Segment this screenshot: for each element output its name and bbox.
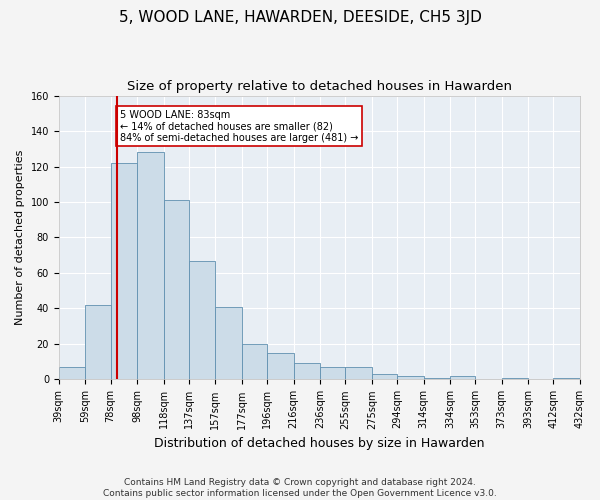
Bar [59, 367, 85, 380]
Bar [189, 260, 215, 380]
Bar [293, 364, 320, 380]
Text: 5, WOOD LANE, HAWARDEN, DEESIDE, CH5 3JD: 5, WOOD LANE, HAWARDEN, DEESIDE, CH5 3JD [119, 10, 481, 25]
Title: Size of property relative to detached houses in Hawarden: Size of property relative to detached ho… [127, 80, 512, 93]
Bar [345, 367, 372, 380]
Bar [164, 200, 189, 380]
Bar [137, 152, 164, 380]
Bar [372, 374, 397, 380]
Bar [502, 378, 528, 380]
Bar [215, 306, 242, 380]
Bar [267, 353, 293, 380]
Y-axis label: Number of detached properties: Number of detached properties [15, 150, 25, 325]
Bar [424, 378, 450, 380]
Bar [397, 376, 424, 380]
X-axis label: Distribution of detached houses by size in Hawarden: Distribution of detached houses by size … [154, 437, 485, 450]
Text: Contains HM Land Registry data © Crown copyright and database right 2024.
Contai: Contains HM Land Registry data © Crown c… [103, 478, 497, 498]
Bar [450, 376, 475, 380]
Bar [320, 367, 345, 380]
Bar [85, 305, 110, 380]
Bar [110, 163, 137, 380]
Text: 5 WOOD LANE: 83sqm
← 14% of detached houses are smaller (82)
84% of semi-detache: 5 WOOD LANE: 83sqm ← 14% of detached hou… [120, 110, 358, 143]
Bar [553, 378, 580, 380]
Bar [242, 344, 267, 380]
